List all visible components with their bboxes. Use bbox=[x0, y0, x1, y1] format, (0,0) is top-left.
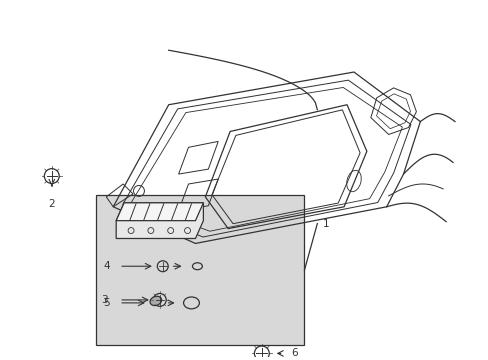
Text: 6: 6 bbox=[291, 348, 298, 359]
Text: 4: 4 bbox=[103, 261, 109, 271]
Text: 2: 2 bbox=[48, 199, 55, 209]
Polygon shape bbox=[116, 203, 203, 238]
Text: 5: 5 bbox=[103, 298, 109, 308]
Bar bbox=[96, 195, 304, 346]
Polygon shape bbox=[116, 203, 203, 221]
Text: 1: 1 bbox=[323, 219, 329, 229]
Ellipse shape bbox=[150, 296, 161, 306]
Text: 3: 3 bbox=[101, 295, 108, 305]
